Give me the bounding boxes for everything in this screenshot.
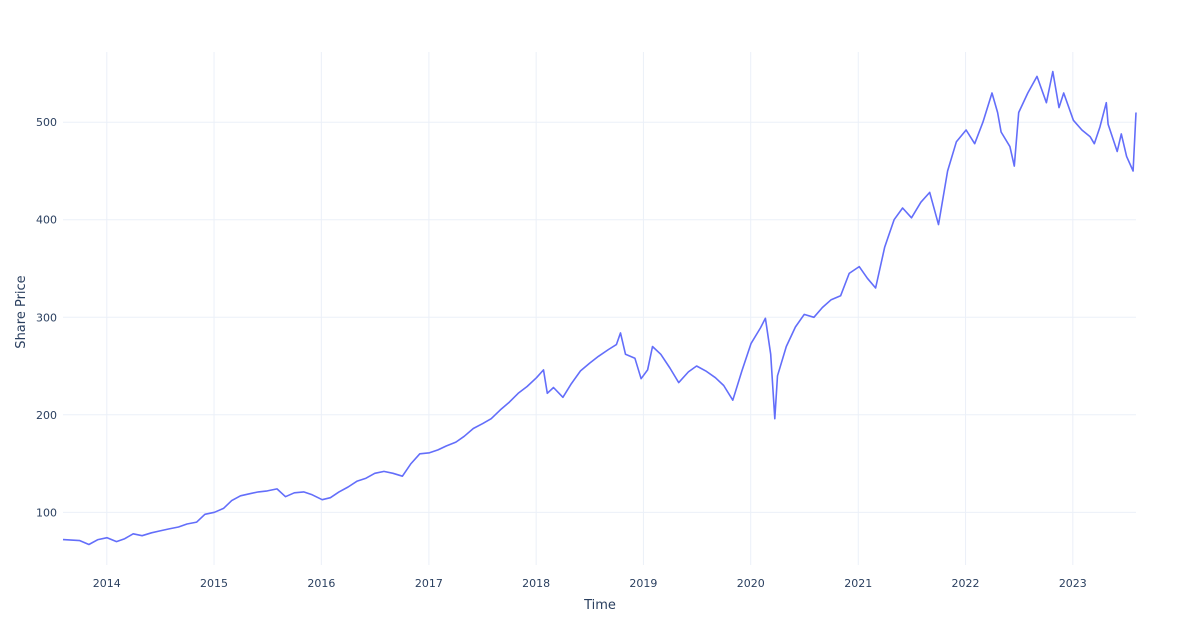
x-tick-label: 2015: [200, 577, 228, 590]
x-tick-label: 2022: [952, 577, 980, 590]
x-tick-label: 2020: [737, 577, 765, 590]
series-line: [62, 70, 1137, 546]
x-tick-label: 2014: [93, 577, 121, 590]
x-tick-labels: 2014 2015 2016 2017 2018 2019 2020 2021 2022 2023: [93, 577, 1087, 590]
x-tick-label: 2018: [522, 577, 550, 590]
x-tick-label: 2016: [307, 577, 335, 590]
x-tick-label: 2023: [1059, 577, 1087, 590]
x-tick-label: 2017: [415, 577, 443, 590]
y-gridlines: [63, 121, 1136, 513]
y-tick-label: 500: [36, 116, 57, 129]
x-axis-title: Time: [583, 598, 616, 613]
y-tick-label: 200: [36, 409, 57, 422]
y-tick-labels: 100 200 300 400 500: [36, 116, 57, 519]
y-tick-label: 300: [36, 311, 57, 324]
y-axis-title: Share Price: [14, 275, 29, 348]
x-tick-label: 2021: [844, 577, 872, 590]
y-tick-label: 400: [36, 214, 57, 227]
x-gridlines: [106, 52, 1074, 565]
x-tick-label: 2019: [629, 577, 657, 590]
y-tick-label: 100: [36, 506, 57, 519]
